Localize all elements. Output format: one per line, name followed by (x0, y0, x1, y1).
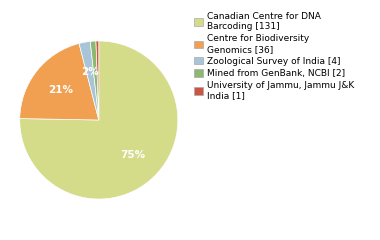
Wedge shape (90, 41, 99, 120)
Wedge shape (96, 41, 99, 120)
Legend: Canadian Centre for DNA
Barcoding [131], Centre for Biodiversity
Genomics [36], : Canadian Centre for DNA Barcoding [131],… (192, 10, 356, 102)
Text: 75%: 75% (120, 150, 146, 160)
Text: 2%: 2% (81, 67, 99, 77)
Wedge shape (20, 41, 178, 199)
Wedge shape (20, 43, 99, 120)
Wedge shape (79, 42, 99, 120)
Text: 21%: 21% (48, 85, 73, 95)
